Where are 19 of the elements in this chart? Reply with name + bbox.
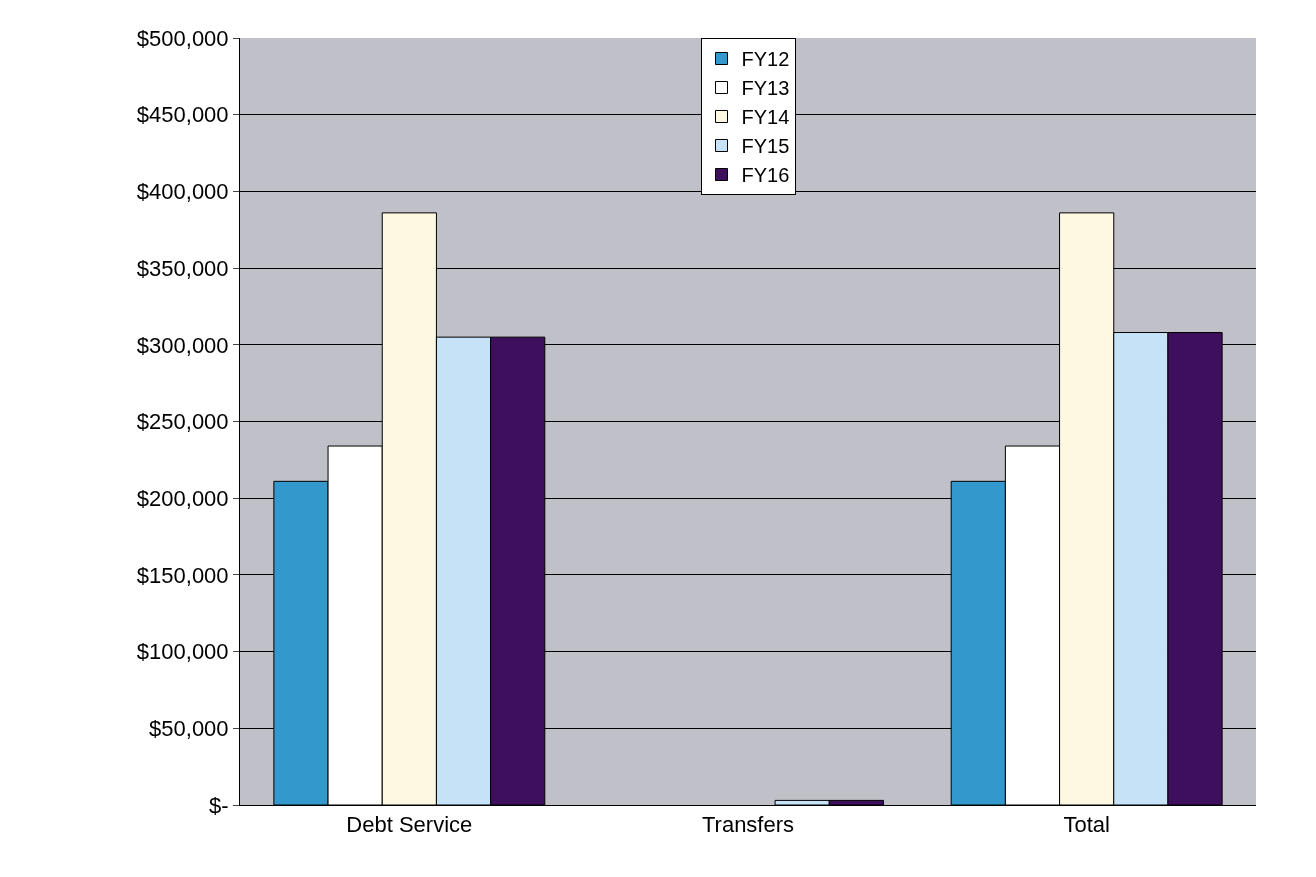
y-tick-label: $- <box>209 792 229 818</box>
legend-label: FY15 <box>741 135 790 158</box>
y-tick-label: $300,000 <box>136 332 229 358</box>
y-tick-label: $200,000 <box>136 485 229 511</box>
y-tick-label: $250,000 <box>136 409 229 435</box>
y-tick-label: $150,000 <box>136 562 229 588</box>
legend-label: FY13 <box>741 77 790 100</box>
x-tick-label: Debt Service <box>346 812 473 838</box>
legend-label: FY16 <box>741 164 790 187</box>
y-tick-label: $450,000 <box>136 102 229 128</box>
y-tick-label: $350,000 <box>136 255 229 281</box>
x-tick-label: Transfers <box>701 812 795 838</box>
legend-label: FY14 <box>741 106 790 129</box>
y-tick-label: $400,000 <box>136 179 229 205</box>
legend-label: FY12 <box>741 48 790 71</box>
y-tick-label: $100,000 <box>136 639 229 665</box>
y-tick-label: $50,000 <box>149 716 229 741</box>
x-tick-label: Total <box>1063 812 1110 838</box>
y-tick-label: $500,000 <box>136 25 229 51</box>
